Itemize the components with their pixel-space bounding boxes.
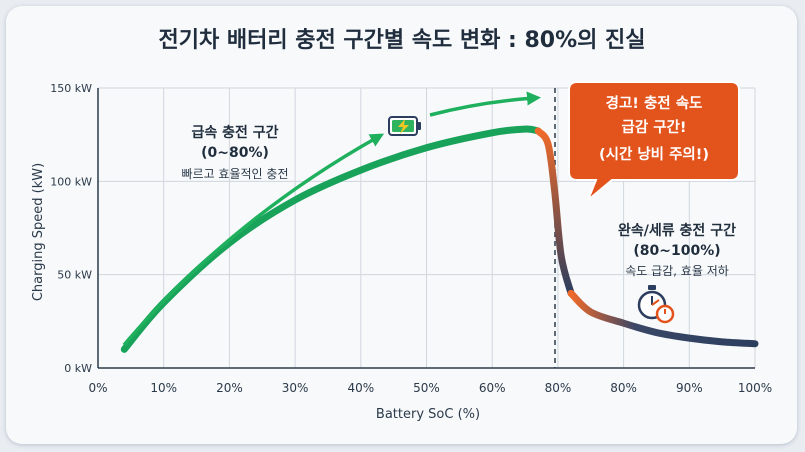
x-tick-label: 80%	[545, 381, 572, 395]
y-tick-label: 100 kW	[50, 175, 92, 188]
y-tick-labels: 0 kW 50 kW 100 kW 150 kW	[50, 82, 92, 375]
x-tick-label: 40%	[347, 381, 374, 395]
x-tick-label: 60%	[479, 381, 506, 395]
x-tick-label: 30%	[282, 381, 309, 395]
fast-zone-desc: 빠르고 효율적인 충전	[182, 167, 289, 181]
chart-title: 전기차 배터리 충전 구간별 속도 변화 : 80%의 진실	[158, 28, 645, 53]
x-tick-label: 50%	[413, 381, 440, 395]
x-tick-label: 80%	[610, 381, 637, 395]
warning-line-3: (시간 낭비 주의!)	[599, 145, 709, 163]
y-axis-label: Charging Speed (kW)	[31, 163, 46, 301]
series-tail-segment	[567, 289, 759, 348]
slow-zone-range: (80~100%)	[633, 243, 720, 259]
x-tick-label: 20%	[216, 381, 243, 395]
warning-line-2: 급감 구간!	[621, 118, 686, 136]
x-tick-label: 10%	[150, 381, 177, 395]
chart-card	[6, 6, 797, 444]
y-tick-label: 0 kW	[64, 362, 92, 375]
x-tick-labels: 0% 10% 20% 30% 40% 50% 60% 80% 80% 90% 100%	[88, 381, 772, 395]
fast-zone-title: 급속 충전 구간	[191, 124, 278, 141]
slow-zone-desc: 속도 급감, 효율 저하	[625, 264, 729, 278]
series-fast-segment	[120, 125, 542, 353]
fast-zone-arrow-upper	[429, 91, 541, 117]
slow-zone-title: 완속/세류 충전 구간	[618, 222, 736, 239]
x-axis-label: Battery SoC (%)	[376, 407, 480, 422]
y-tick-label: 150 kW	[50, 82, 92, 95]
warning-line-1: 경고! 충전 속도	[606, 94, 703, 112]
x-tick-label: 90%	[676, 381, 703, 395]
x-tick-label: 0%	[88, 381, 107, 395]
x-tick-label: 100%	[738, 381, 772, 395]
battery-charging-icon	[388, 116, 421, 136]
warning-callout: 경고! 충전 속도 급감 구간! (시간 낭비 주의!)	[568, 81, 740, 201]
fast-zone-range: (0~80%)	[201, 145, 269, 161]
stopwatch-icon	[637, 285, 675, 324]
y-tick-label: 50 kW	[57, 269, 92, 282]
fast-zone-arrow-lower	[122, 133, 385, 347]
series-drop-segment	[534, 127, 575, 297]
